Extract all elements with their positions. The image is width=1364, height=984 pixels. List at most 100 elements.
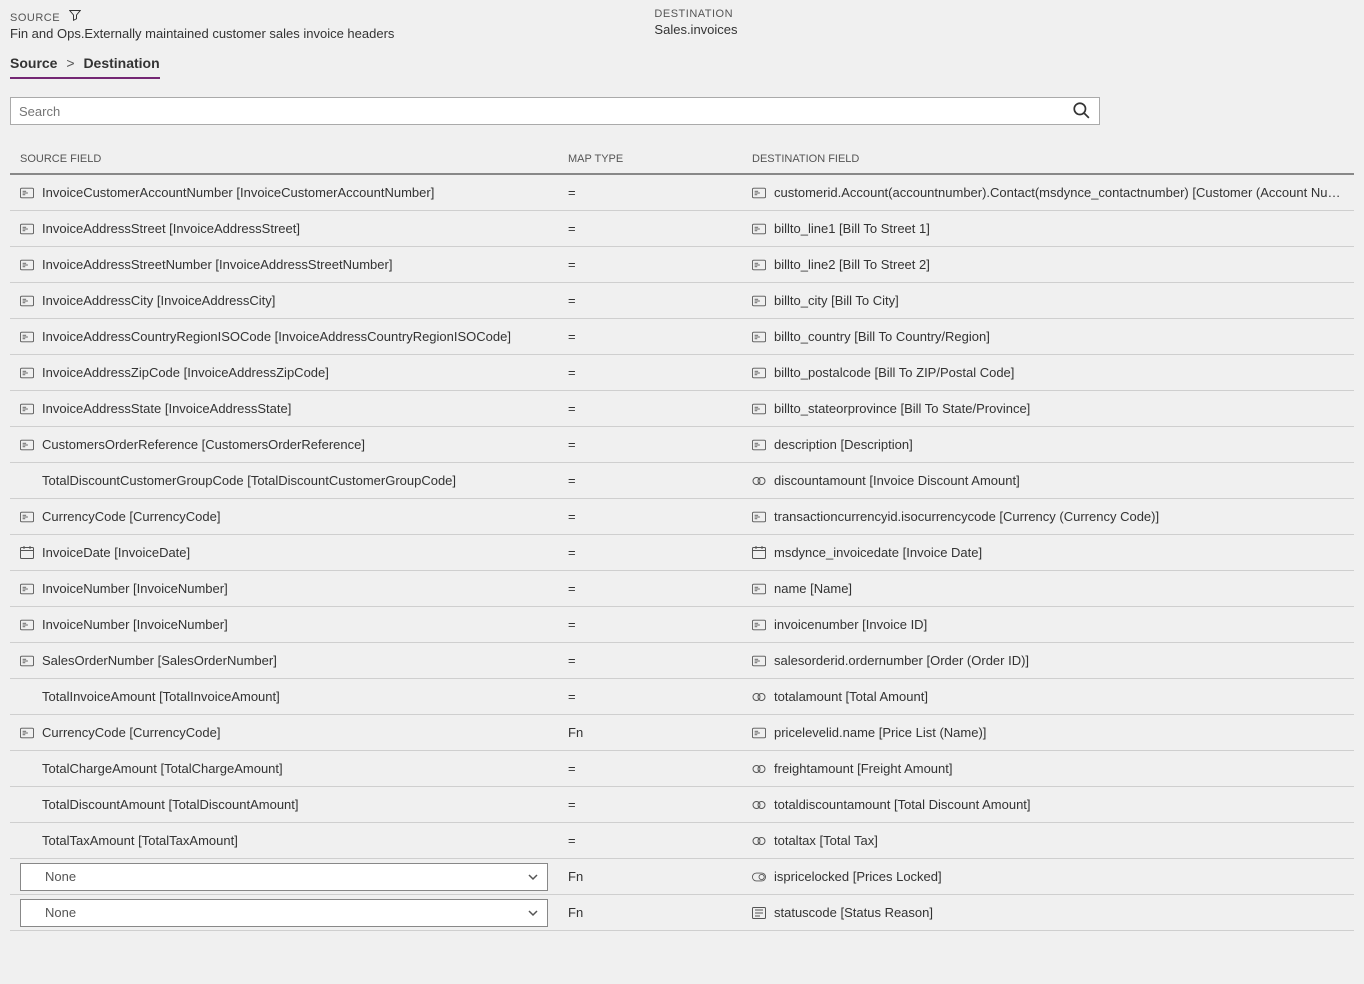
- table-row[interactable]: InvoiceAddressState [InvoiceAddressState…: [10, 391, 1354, 427]
- table-row[interactable]: InvoiceCustomerAccountNumber [InvoiceCus…: [10, 175, 1354, 211]
- search-icon[interactable]: [1072, 101, 1090, 119]
- breadcrumb[interactable]: Source > Destination: [10, 55, 160, 79]
- filter-icon[interactable]: [68, 8, 82, 22]
- source-field-select[interactable]: None: [20, 899, 548, 927]
- destination-field-cell: billto_line1 [Bill To Street 1]: [752, 221, 1344, 236]
- map-type-text: =: [568, 185, 576, 200]
- table-row[interactable]: InvoiceAddressStreet [InvoiceAddressStre…: [10, 211, 1354, 247]
- text-field-icon: [20, 654, 34, 668]
- source-field-cell: TotalDiscountCustomerGroupCode [TotalDis…: [20, 473, 568, 488]
- source-field-text: InvoiceDate [InvoiceDate]: [42, 545, 190, 560]
- destination-field-text: billto_city [Bill To City]: [774, 293, 899, 308]
- text-field-icon: [20, 726, 34, 740]
- destination-field-text: billto_postalcode [Bill To ZIP/Postal Co…: [774, 365, 1014, 380]
- destination-field-cell: billto_city [Bill To City]: [752, 293, 1344, 308]
- destination-field-cell: billto_stateorprovince [Bill To State/Pr…: [752, 401, 1344, 416]
- table-row[interactable]: SalesOrderNumber [SalesOrderNumber]=sale…: [10, 643, 1354, 679]
- table-row[interactable]: CurrencyCode [CurrencyCode]Fnpriceleveli…: [10, 715, 1354, 751]
- destination-field-cell: totaltax [Total Tax]: [752, 833, 1344, 848]
- text-field-icon: [752, 618, 766, 632]
- map-type-text: =: [568, 365, 576, 380]
- destination-field-text: freightamount [Freight Amount]: [774, 761, 952, 776]
- money-field-icon: [752, 690, 766, 704]
- table-row[interactable]: InvoiceNumber [InvoiceNumber]=invoicenum…: [10, 607, 1354, 643]
- destination-field-text: discountamount [Invoice Discount Amount]: [774, 473, 1020, 488]
- table-row[interactable]: None Fnispricelocked [Prices Locked]: [10, 859, 1354, 895]
- destination-field-cell: billto_line2 [Bill To Street 2]: [752, 257, 1344, 272]
- text-field-icon: [20, 402, 34, 416]
- mapping-table: SOURCE FIELD MAP TYPE DESTINATION FIELD …: [10, 145, 1354, 931]
- field-icon-spacer: [20, 834, 34, 848]
- text-field-icon: [20, 618, 34, 632]
- map-type-text: Fn: [568, 905, 583, 920]
- destination-field-text: pricelevelid.name [Price List (Name)]: [774, 725, 986, 740]
- destination-field-cell: name [Name]: [752, 581, 1344, 596]
- destination-field-cell: msdynce_invoicedate [Invoice Date]: [752, 545, 1344, 560]
- table-row[interactable]: TotalInvoiceAmount [TotalInvoiceAmount]=…: [10, 679, 1354, 715]
- table-row[interactable]: InvoiceAddressStreetNumber [InvoiceAddre…: [10, 247, 1354, 283]
- map-type-cell: =: [568, 329, 752, 344]
- source-field-cell: InvoiceNumber [InvoiceNumber]: [20, 617, 568, 632]
- source-field-cell: TotalTaxAmount [TotalTaxAmount]: [20, 833, 568, 848]
- text-field-icon: [20, 294, 34, 308]
- table-row[interactable]: InvoiceNumber [InvoiceNumber]=name [Name…: [10, 571, 1354, 607]
- breadcrumb-source: Source: [10, 55, 57, 71]
- destination-field-cell: totalamount [Total Amount]: [752, 689, 1344, 704]
- text-field-icon: [20, 186, 34, 200]
- table-header: SOURCE FIELD MAP TYPE DESTINATION FIELD: [10, 145, 1354, 175]
- source-label: SOURCE: [10, 8, 394, 24]
- money-field-icon: [752, 834, 766, 848]
- table-row[interactable]: InvoiceAddressCountryRegionISOCode [Invo…: [10, 319, 1354, 355]
- table-row[interactable]: InvoiceAddressZipCode [InvoiceAddressZip…: [10, 355, 1354, 391]
- table-row[interactable]: TotalDiscountAmount [TotalDiscountAmount…: [10, 787, 1354, 823]
- table-row[interactable]: TotalTaxAmount [TotalTaxAmount]= totaltax…: [10, 823, 1354, 859]
- table-row[interactable]: TotalDiscountCustomerGroupCode [TotalDis…: [10, 463, 1354, 499]
- table-row[interactable]: TotalChargeAmount [TotalChargeAmount]=fr…: [10, 751, 1354, 787]
- destination-field-cell: description [Description]: [752, 437, 1344, 452]
- map-type-cell: =: [568, 797, 752, 812]
- field-icon-spacer: [20, 762, 34, 776]
- map-type-text: =: [568, 437, 576, 452]
- source-field-cell: InvoiceAddressState [InvoiceAddressState…: [20, 401, 568, 416]
- destination-field-cell: ispricelocked [Prices Locked]: [752, 869, 1344, 884]
- text-field-icon: [20, 438, 34, 452]
- destination-field-text: transactioncurrencyid.isocurrencycode [C…: [774, 509, 1159, 524]
- table-row[interactable]: InvoiceAddressCity [InvoiceAddressCity]=…: [10, 283, 1354, 319]
- map-type-text: =: [568, 653, 576, 668]
- map-type-text: =: [568, 257, 576, 272]
- source-field-cell: InvoiceAddressCountryRegionISOCode [Invo…: [20, 329, 568, 344]
- toggle-field-icon: [752, 870, 766, 884]
- map-type-text: =: [568, 293, 576, 308]
- source-field-text: InvoiceAddressZipCode [InvoiceAddressZip…: [42, 365, 329, 380]
- table-row[interactable]: CurrencyCode [CurrencyCode]=transactionc…: [10, 499, 1354, 535]
- source-label-text: SOURCE: [10, 12, 60, 24]
- text-field-icon: [752, 294, 766, 308]
- destination-field-text: description [Description]: [774, 437, 913, 452]
- text-field-icon: [752, 366, 766, 380]
- destination-field-text: billto_line2 [Bill To Street 2]: [774, 257, 930, 272]
- chevron-down-icon: [527, 871, 539, 883]
- table-row[interactable]: CustomersOrderReference [CustomersOrderR…: [10, 427, 1354, 463]
- table-row[interactable]: None Fn statuscode [Status Reason]: [10, 895, 1354, 931]
- map-type-text: =: [568, 401, 576, 416]
- source-field-cell: TotalInvoiceAmount [TotalInvoiceAmount]: [20, 689, 568, 704]
- destination-field-cell: freightamount [Freight Amount]: [752, 761, 1344, 776]
- search-input[interactable]: [10, 97, 1100, 125]
- map-type-cell: =: [568, 401, 752, 416]
- destination-field-cell: discountamount [Invoice Discount Amount]: [752, 473, 1344, 488]
- source-field-cell: CustomersOrderReference [CustomersOrderR…: [20, 437, 568, 452]
- table-row[interactable]: InvoiceDate [InvoiceDate] =msdynce_invoic…: [10, 535, 1354, 571]
- destination-field-cell: statuscode [Status Reason]: [752, 905, 1344, 920]
- map-type-text: =: [568, 833, 576, 848]
- source-field-text: TotalDiscountCustomerGroupCode [TotalDis…: [42, 473, 456, 488]
- destination-field-cell: billto_postalcode [Bill To ZIP/Postal Co…: [752, 365, 1344, 380]
- map-type-cell: =: [568, 761, 752, 776]
- map-type-cell: Fn: [568, 869, 752, 884]
- source-field-text: InvoiceNumber [InvoiceNumber]: [42, 581, 228, 596]
- map-type-cell: =: [568, 545, 752, 560]
- source-field-select[interactable]: None: [20, 863, 548, 891]
- select-value: None: [45, 905, 76, 920]
- destination-field-cell: pricelevelid.name [Price List (Name)]: [752, 725, 1344, 740]
- map-type-cell: =: [568, 221, 752, 236]
- text-field-icon: [752, 186, 766, 200]
